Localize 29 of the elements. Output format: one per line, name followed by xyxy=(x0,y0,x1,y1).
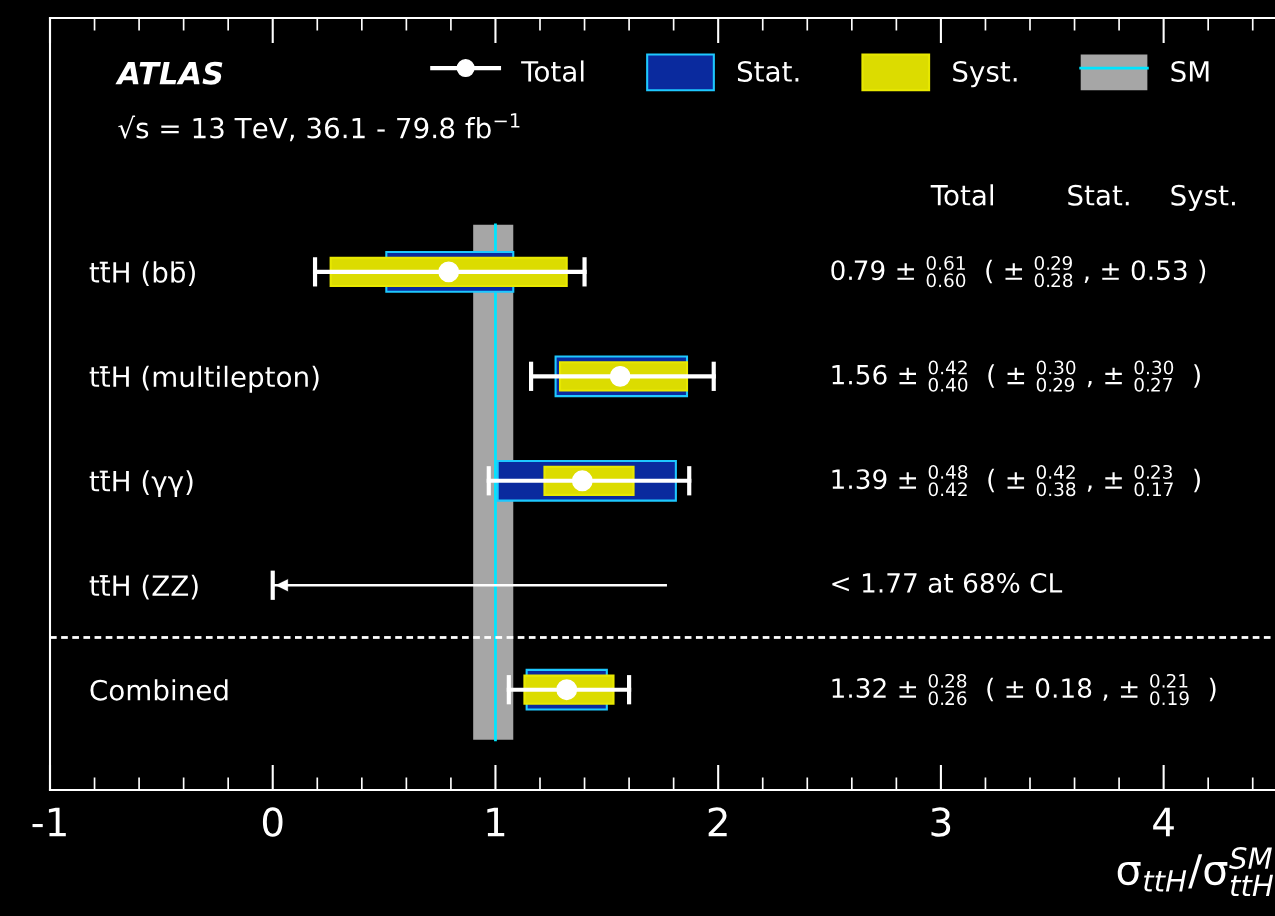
point xyxy=(571,470,593,492)
text: 1.56 ± $^{0.42}$$_{0.40}$ ( ± $^{0.30}$$_{0.29}$ , ± $^{0.30}$$_{0.27}$ ) xyxy=(832,360,1200,392)
text: Syst. xyxy=(1171,184,1235,212)
x-tick-label: 1 xyxy=(487,807,505,837)
text: Stat. xyxy=(1068,184,1129,206)
x-tick-label: 0 xyxy=(262,807,283,837)
text: 1.39 ± $^{0.48}$$_{0.42}$ ( ± $^{0.42}$$_{0.38}$ , ± $^{0.23}$$_{0.17}$ ) xyxy=(832,464,1200,497)
x-axis-title: σ$_{ttH}$/σ$^{SM}$$_{ttH}$ xyxy=(1117,847,1274,897)
y-tick-label: tt̄H (multilepton) xyxy=(89,365,319,393)
legend-label: Stat. xyxy=(737,60,799,82)
point xyxy=(438,261,460,283)
legend-label: SM xyxy=(1171,60,1209,82)
y-tick-label: Combined xyxy=(90,679,228,701)
y-tick-label: tt̄H (ZZ) xyxy=(89,574,198,600)
text: Total xyxy=(930,184,994,206)
y-tick-label: tt̄H (γγ) xyxy=(89,470,193,498)
y-tick-label: tt̄H (bb̄) xyxy=(89,261,195,287)
annotation: < 1.77 at 68% CL xyxy=(832,572,1063,593)
point xyxy=(609,365,631,387)
x-tick-label: 3 xyxy=(931,807,951,837)
x-tick-label: 2 xyxy=(708,807,727,837)
chart-subtitle: √s = 13 TeV, 36.1 - 79.8 fb$^{−1}$ xyxy=(118,113,520,142)
x-tick-label: -1 xyxy=(32,807,66,837)
legend-label: Total xyxy=(521,60,584,82)
annotation: 1.32 ± $^{0.28}$$_{0.26}$ ( ± 0.18 , ± $^{0.21}$$_{0.19}$ ) xyxy=(832,673,1216,706)
x-tick-label: 4 xyxy=(1153,807,1174,837)
chart-title: ATLAS xyxy=(115,61,223,85)
legend-label: Syst. xyxy=(953,60,1017,88)
annotation: 0.79 ± $^{0.61}$$_{0.60}$ ( ± $^{0.29}$$_{0.28}$ , ± 0.53 ) xyxy=(831,256,1206,288)
